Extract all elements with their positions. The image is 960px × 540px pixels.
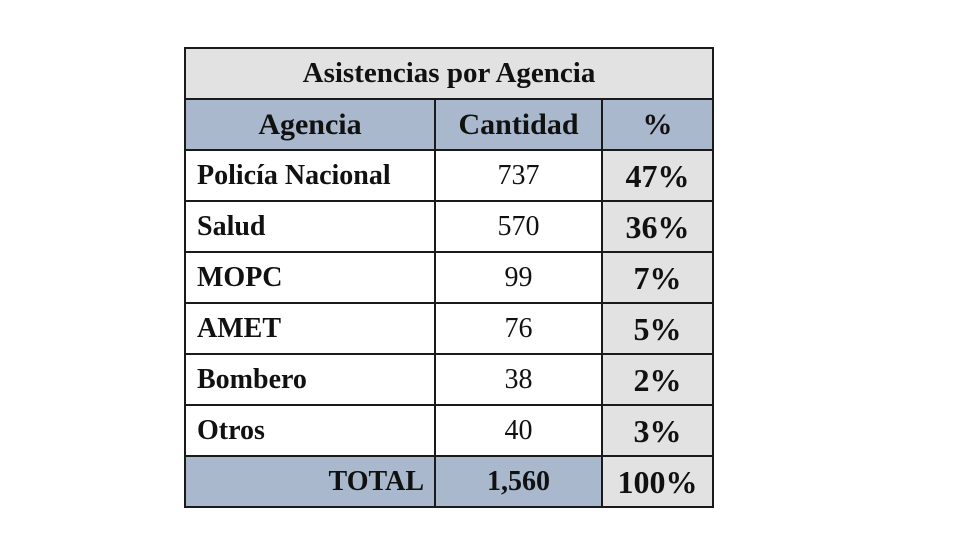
total-label: TOTAL [184, 455, 436, 508]
agency-cell: Salud [184, 200, 436, 253]
total-percent: 100% [601, 455, 714, 508]
table-title: Asistencias por Agencia [184, 47, 714, 100]
agency-cell: Bombero [184, 353, 436, 406]
total-quantity: 1,560 [434, 455, 603, 508]
agency-assistance-table-container: Asistencias por Agencia Agencia Cantidad… [184, 47, 714, 508]
percent-cell: 47% [601, 149, 714, 202]
quantity-cell: 99 [434, 251, 603, 304]
quantity-cell: 40 [434, 404, 603, 457]
table-row: Salud 570 36% [184, 200, 714, 253]
agency-assistance-table: Asistencias por Agencia Agencia Cantidad… [184, 47, 714, 508]
quantity-cell: 76 [434, 302, 603, 355]
percent-cell: 3% [601, 404, 714, 457]
percent-cell: 2% [601, 353, 714, 406]
table-header-row: Agencia Cantidad % [184, 98, 714, 151]
quantity-cell: 38 [434, 353, 603, 406]
quantity-cell: 737 [434, 149, 603, 202]
column-header-agency: Agencia [184, 98, 436, 151]
agency-cell: Otros [184, 404, 436, 457]
percent-cell: 7% [601, 251, 714, 304]
table-title-row: Asistencias por Agencia [184, 47, 714, 100]
column-header-quantity: Cantidad [434, 98, 603, 151]
agency-cell: MOPC [184, 251, 436, 304]
table-row: MOPC 99 7% [184, 251, 714, 304]
agency-cell: AMET [184, 302, 436, 355]
table-row: Otros 40 3% [184, 404, 714, 457]
table-row: Policía Nacional 737 47% [184, 149, 714, 202]
quantity-cell: 570 [434, 200, 603, 253]
agency-cell: Policía Nacional [184, 149, 436, 202]
table-row: AMET 76 5% [184, 302, 714, 355]
table-row: Bombero 38 2% [184, 353, 714, 406]
total-row: TOTAL 1,560 100% [184, 455, 714, 508]
percent-cell: 5% [601, 302, 714, 355]
column-header-percent: % [601, 98, 714, 151]
percent-cell: 36% [601, 200, 714, 253]
